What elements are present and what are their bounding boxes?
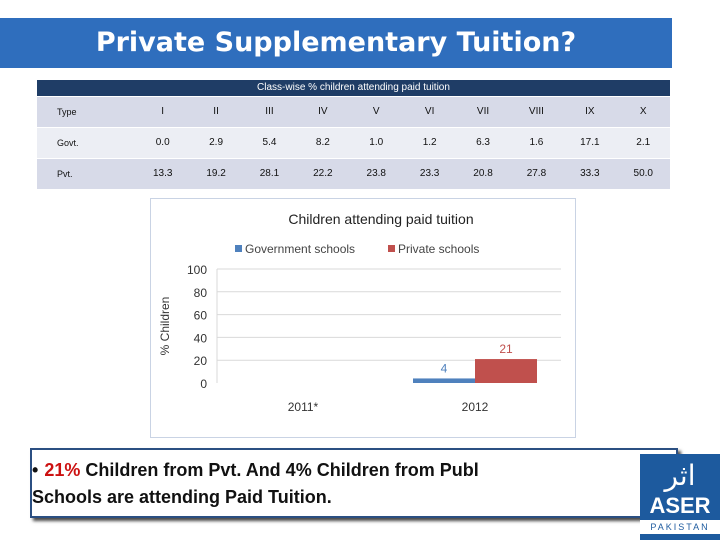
table-cell: 23.8 (349, 158, 403, 191)
table-header-class: I (136, 97, 190, 128)
table-cell: 8.2 (296, 127, 350, 159)
aser-logo: اثر ASER PAKISTAN (640, 454, 720, 540)
table-cell: 28.1 (242, 158, 297, 191)
table-cell: 17.1 (563, 127, 617, 159)
table-cell: 27.8 (509, 158, 564, 191)
table-cell: 5.4 (242, 127, 297, 159)
table-cell: 50.0 (616, 158, 670, 191)
table-cell: 1.6 (509, 127, 564, 159)
bar-data-label: 21 (499, 342, 513, 356)
table-header-class: X (616, 97, 670, 128)
legend-swatch (388, 245, 395, 252)
tuition-table: Type I II III IV V VI VII VIII IX X Govt. 0.0 2.9 5.4 8… (37, 97, 670, 191)
table-header-type: Type (37, 97, 136, 128)
bar-chart: Children attending paid tuition Governmen… (158, 211, 561, 414)
table-caption: Class-wise % children attending paid tui… (37, 80, 670, 96)
y-tick-label: 40 (194, 331, 208, 345)
y-tick-label: 20 (194, 354, 208, 368)
summary-line-1: Children from Pvt. And 4% Children from … (80, 460, 479, 480)
summary-highlight-pct: 21% (44, 460, 81, 480)
summary-box (30, 448, 678, 518)
table-row-label: Pvt. (37, 158, 136, 191)
table-cell: 20.8 (456, 158, 510, 191)
table-cell: 1.0 (349, 127, 403, 159)
y-tick-label: 0 (200, 377, 207, 391)
legend-label: Government schools (245, 242, 355, 256)
table-cell: 23.3 (402, 158, 457, 191)
logo-country: PAKISTAN (640, 520, 720, 534)
table-header-class: VIII (509, 97, 564, 128)
legend-label: Private schools (398, 242, 479, 256)
y-tick-label: 100 (187, 263, 207, 277)
chart-title: Children attending paid tuition (288, 211, 473, 227)
table-cell: 19.2 (189, 158, 243, 191)
bar-data-label: 4 (441, 361, 448, 375)
chart-panel: Children attending paid tuition Governmen… (150, 198, 576, 438)
table-cell: 0.0 (136, 127, 190, 159)
slide-title: Private Supplementary Tuition? (0, 18, 672, 68)
logo-urdu-text: اثر (664, 460, 696, 491)
bar-2012-1 (475, 359, 537, 383)
logo-name: ASER (649, 493, 711, 518)
table-header-class: IX (563, 97, 617, 128)
table-header-class: VI (402, 97, 457, 128)
table-row: Govt. 0.0 2.9 5.4 8.2 1.0 1.2 6.3 1.6 17.1 2.1 (37, 127, 670, 159)
table-header-class: V (349, 97, 403, 128)
table-row-label: Govt. (37, 127, 136, 159)
x-tick-label: 2012 (462, 400, 489, 414)
table-cell: 13.3 (136, 158, 190, 191)
x-tick-label: 2011* (288, 400, 319, 414)
table-header-class: IV (296, 97, 350, 128)
bullet-marker: • (32, 460, 39, 480)
y-axis-label: % Children (158, 297, 172, 356)
table-cell: 2.1 (616, 127, 670, 159)
table-cell: 2.9 (189, 127, 243, 159)
table-cell: 33.3 (563, 158, 617, 191)
legend-swatch (235, 245, 242, 252)
y-tick-label: 60 (194, 309, 208, 323)
bar-2012-0 (413, 378, 475, 383)
table-header-class: III (242, 97, 297, 128)
table-header-class: II (189, 97, 243, 128)
table-cell: 6.3 (456, 127, 510, 159)
y-tick-label: 80 (194, 286, 208, 300)
table-cell: 1.2 (402, 127, 457, 159)
table-header-class: VII (456, 97, 510, 128)
table-row: Pvt. 13.3 19.2 28.1 22.2 23.8 23.3 20.8 27.8 33.3… (37, 158, 670, 191)
summary-line-2: Schools are attending Paid Tuition. (32, 487, 332, 507)
summary-text: • 21% Children from Pvt. And 4% Children … (32, 457, 642, 511)
table-cell: 22.2 (296, 158, 350, 191)
